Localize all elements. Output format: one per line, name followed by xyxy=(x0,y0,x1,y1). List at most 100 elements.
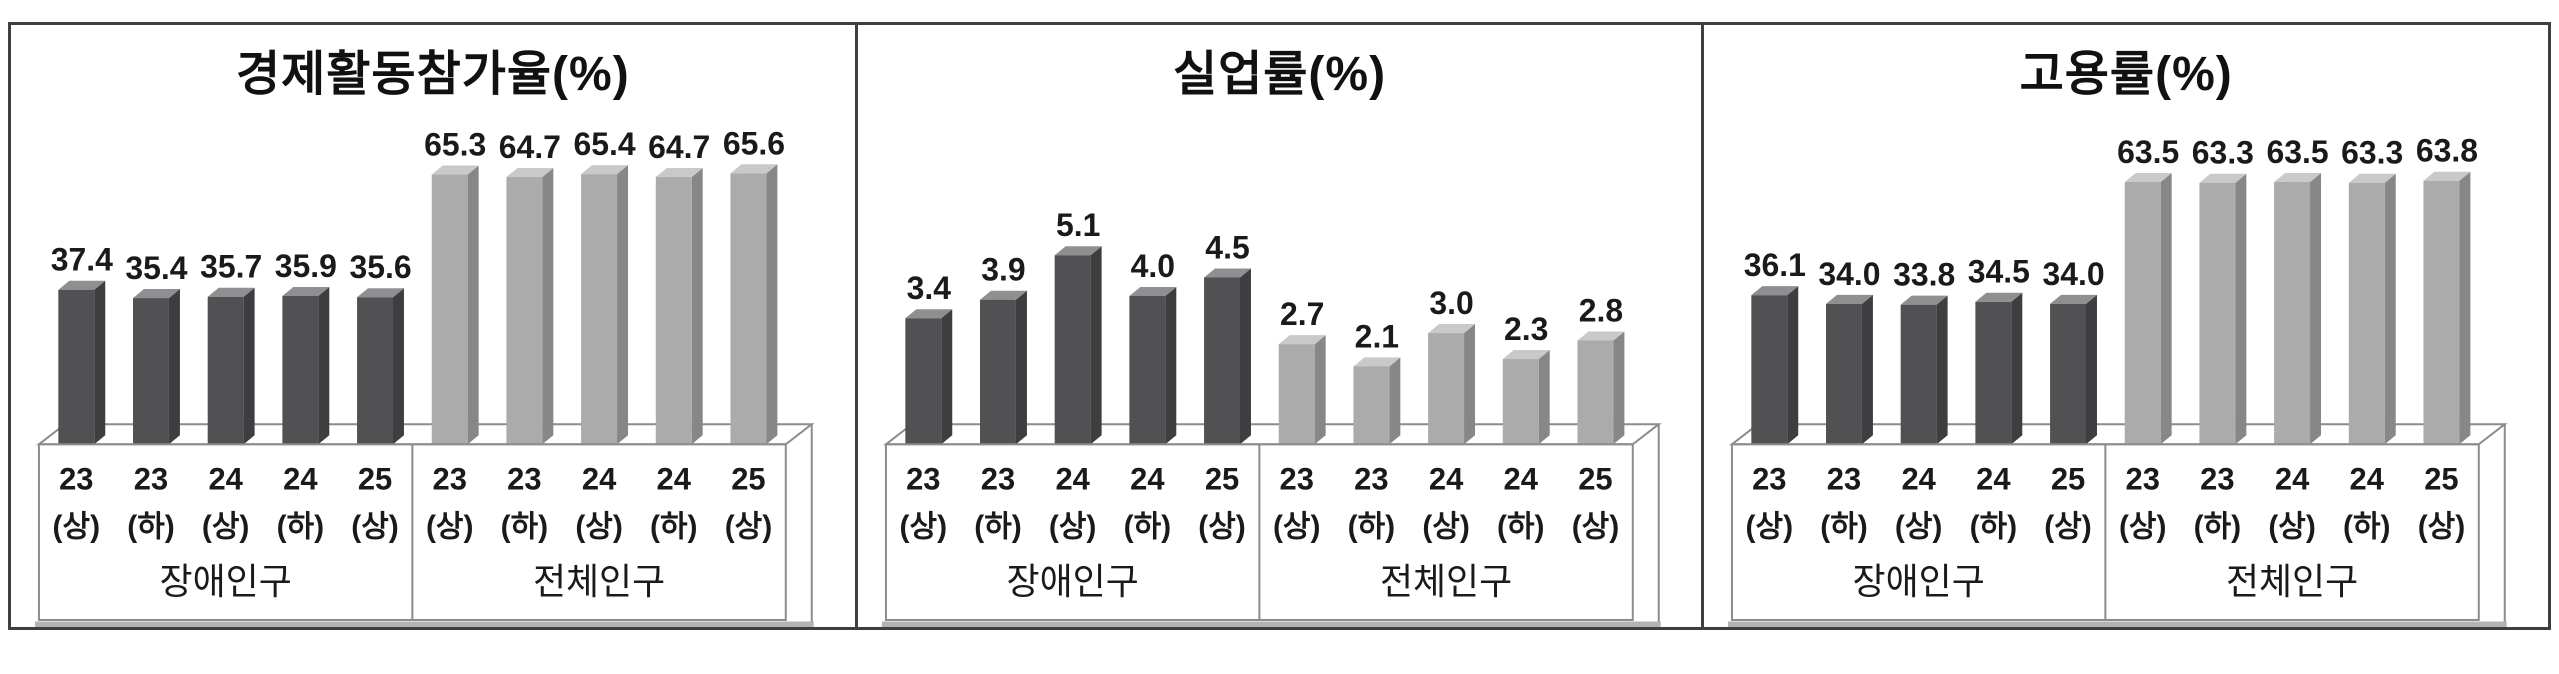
bar-side-face xyxy=(2235,173,2247,445)
x-tick-half: (상) xyxy=(1049,511,1096,544)
bar-top-face xyxy=(655,168,703,178)
bar-side-face xyxy=(392,288,404,445)
x-tick-year: 23 xyxy=(980,461,1014,496)
x-tick-half: (상) xyxy=(2045,511,2092,544)
x-tick-year: 23 xyxy=(1279,461,1313,496)
bar-value-label: 65.6 xyxy=(723,125,785,161)
x-tick-half: (상) xyxy=(1895,511,1942,544)
x-tick-year: 24 xyxy=(1130,461,1165,496)
chart-panel-unemployment: 실업률(%) 3.4 23 (상) 3.9 23 (하) 5.1 24 (상) 4.0 24 (하) 4… xyxy=(854,25,1702,627)
bar-top-face xyxy=(2125,172,2173,183)
x-tick-half: (상) xyxy=(725,511,772,544)
bar-chart-employment: 36.1 23 (상) 34.0 23 (하) 33.8 24 (상) 34.5 24 (하) 34.0… xyxy=(1728,133,2509,627)
bar-side-face xyxy=(1463,324,1475,445)
bar-side-face xyxy=(691,168,703,445)
x-tick-year: 24 xyxy=(2350,461,2385,496)
x-tick-half: (하) xyxy=(1497,511,1544,544)
bar-side-face xyxy=(1389,357,1401,445)
x-tick-year: 24 xyxy=(2275,461,2310,496)
bar xyxy=(133,298,169,445)
bar-side-face xyxy=(1862,294,1874,445)
x-tick-half: (상) xyxy=(575,511,622,544)
chart-area: 37.4 23 (상) 35.4 23 (하) 35.7 24 (상) 35.9 24 (하) 35.6… xyxy=(11,113,855,627)
x-tick-half: (하) xyxy=(1347,511,1394,544)
x-tick-year: 23 xyxy=(507,461,541,496)
bar-top-face xyxy=(1129,286,1176,297)
bar-value-label: 4.5 xyxy=(1205,229,1249,265)
bar-value-label: 63.5 xyxy=(2267,134,2329,170)
bar-value-label: 35.9 xyxy=(275,248,337,284)
bar-value-label: 65.4 xyxy=(573,126,635,162)
x-tick-year: 25 xyxy=(1578,461,1612,496)
bar xyxy=(1577,340,1614,445)
x-tick-year: 23 xyxy=(1354,461,1388,496)
bar xyxy=(1129,296,1165,445)
x-tick-year: 23 xyxy=(906,461,940,496)
bar-side-face xyxy=(168,289,180,445)
bar-side-face xyxy=(2459,171,2471,445)
x-tick-half: (상) xyxy=(426,511,473,544)
x-tick-half: (하) xyxy=(501,511,548,544)
bar-top-face xyxy=(431,165,479,175)
x-tick-half: (상) xyxy=(2269,511,2316,544)
x-tick-year: 24 xyxy=(1055,461,1090,496)
bar-value-label: 34.0 xyxy=(2043,256,2105,292)
bar xyxy=(979,299,1016,445)
bar-top-face xyxy=(2423,171,2471,181)
x-tick-half: (상) xyxy=(1746,511,1793,544)
chart-panel-economic-participation: 경제활동참가율(%) 37.4 23 (상) 35.4 23 (하) 35.7 24 (상) 35… xyxy=(11,25,855,627)
x-tick-half: (상) xyxy=(1422,511,1469,544)
bar xyxy=(1203,277,1240,445)
x-tick-year: 23 xyxy=(2126,461,2160,496)
x-tick-year: 23 xyxy=(1752,461,1786,496)
bar xyxy=(2274,182,2311,445)
x-tick-year: 24 xyxy=(1902,461,1937,496)
bar-value-label: 35.6 xyxy=(349,249,411,285)
bar xyxy=(2050,303,2087,445)
bar-top-face xyxy=(904,309,952,319)
x-tick-year: 24 xyxy=(1429,461,1464,496)
bar xyxy=(1826,303,1863,445)
x-tick-year: 24 xyxy=(283,461,318,496)
bar-value-label: 64.7 xyxy=(499,129,561,165)
bar-side-face xyxy=(1538,349,1550,445)
bar xyxy=(655,177,692,445)
bar-side-face xyxy=(2310,172,2322,445)
bar-side-face xyxy=(2385,173,2397,445)
bar-value-label: 2.3 xyxy=(1504,311,1548,347)
chart-title: 고용률(%) xyxy=(2019,48,2233,101)
bar xyxy=(207,296,244,445)
bar-top-face xyxy=(730,164,778,174)
bar-side-face xyxy=(2011,292,2023,445)
x-tick-year: 25 xyxy=(358,461,392,496)
bar-side-face xyxy=(542,168,554,445)
bar-value-label: 2.8 xyxy=(1578,292,1622,328)
bar-side-face xyxy=(1239,268,1251,445)
bar-top-face xyxy=(1278,335,1326,345)
x-tick-half: (상) xyxy=(53,511,100,544)
bar-value-label: 35.4 xyxy=(125,250,187,286)
bar-value-label: 34.5 xyxy=(1968,254,2030,290)
bar xyxy=(904,318,941,445)
bar xyxy=(357,297,393,445)
x-tick-half: (상) xyxy=(899,511,946,544)
bar-top-face xyxy=(1901,295,1948,305)
bar-top-face xyxy=(1751,286,1799,296)
bar xyxy=(581,174,618,445)
bar xyxy=(2125,182,2162,445)
bar-top-face xyxy=(1353,357,1401,367)
bar xyxy=(1975,301,2012,445)
x-tick-year: 25 xyxy=(1204,461,1238,496)
x-tick-year: 25 xyxy=(2425,461,2459,496)
x-tick-year: 23 xyxy=(2201,461,2235,496)
bar-top-face xyxy=(1203,268,1251,278)
bar xyxy=(58,289,95,445)
bar xyxy=(1427,333,1464,445)
bar xyxy=(506,177,543,445)
bar-side-face xyxy=(1164,286,1176,445)
x-tick-year: 24 xyxy=(208,461,243,496)
bar xyxy=(1901,304,1937,445)
bar-value-label: 64.7 xyxy=(648,129,710,165)
bar-top-face xyxy=(2199,173,2247,183)
x-tick-half: (하) xyxy=(127,511,174,544)
